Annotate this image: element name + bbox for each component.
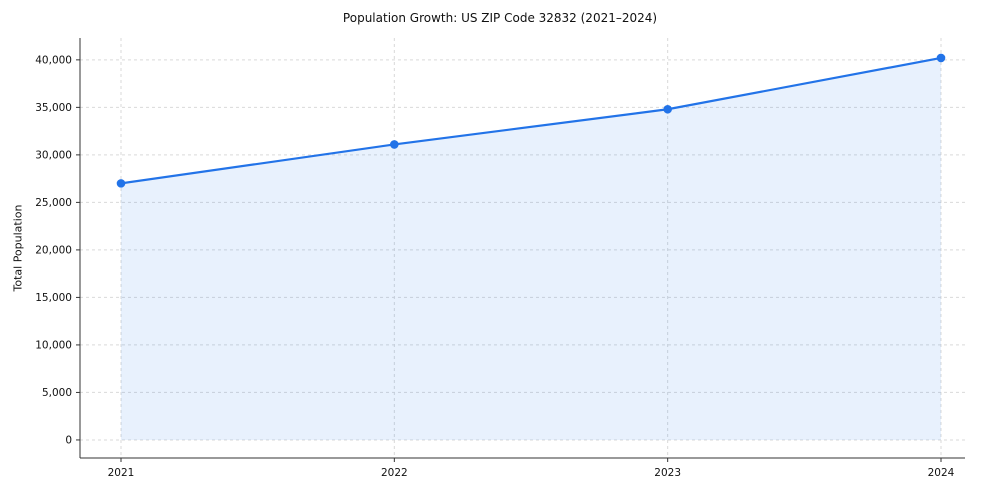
y-tick-label: 10,000 — [35, 339, 72, 351]
data-point — [936, 53, 946, 63]
y-tick-label: 40,000 — [35, 54, 72, 66]
y-tick-label: 30,000 — [35, 149, 72, 161]
x-tick-label: 2024 — [928, 467, 955, 479]
y-tick-label: 5,000 — [42, 387, 72, 399]
data-point — [663, 104, 672, 114]
chart-title: Population Growth: US ZIP Code 32832 (20… — [342, 11, 658, 25]
x-tick-label: 2023 — [654, 467, 681, 479]
y-tick-label: 35,000 — [35, 102, 72, 114]
x-tick-label: 2022 — [381, 467, 408, 479]
data-point — [116, 179, 126, 188]
y-tick-label: 25,000 — [35, 197, 72, 209]
area-fill — [121, 57, 941, 440]
y-tick-label: 15,000 — [35, 292, 72, 304]
x-tick-label: 2021 — [108, 467, 135, 479]
y-tick-label: 0 — [65, 434, 72, 446]
data-point — [390, 140, 399, 149]
data-line — [119, 56, 943, 185]
y-tick-label: 20,000 — [35, 244, 72, 256]
